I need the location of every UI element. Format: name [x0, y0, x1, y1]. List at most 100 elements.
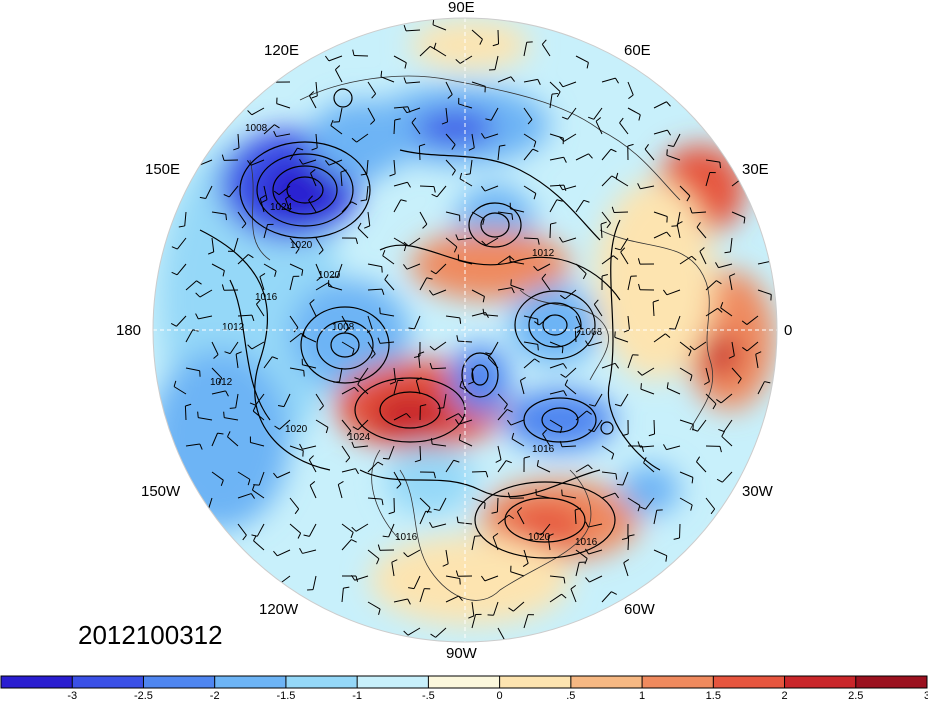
wind-barb: [436, 185, 447, 198]
wind-barb-flag: [593, 299, 599, 305]
wind-barb: [185, 329, 194, 343]
colorbar-tick-label: 1: [639, 690, 645, 702]
wind-barb-flag: [575, 325, 582, 329]
wind-barb: [237, 211, 247, 224]
wind-barb: [411, 122, 421, 135]
wind-barb: [549, 81, 561, 92]
wind-barb: [173, 386, 187, 395]
wind-barb-flag: [272, 356, 279, 360]
wind-barb-flag: [637, 441, 641, 448]
wind-barb-flag: [468, 615, 475, 619]
wind-barb: [366, 185, 369, 200]
wind-barb-flag: [479, 39, 483, 45]
wind-barb-flag: [377, 544, 381, 551]
contour-labels: 1008 1024 1020 1016 1012 1012 1008 1020 …: [210, 123, 603, 548]
wind-barb: [549, 133, 564, 139]
wind-barb-flag: [620, 247, 626, 253]
wind-barb: [445, 81, 453, 95]
wind-barb: [229, 341, 239, 354]
wind-barb: [289, 332, 302, 343]
wind-barb-flag: [414, 459, 421, 463]
wind-barb: [653, 333, 666, 343]
wind-barb: [315, 237, 324, 251]
wind-barb: [497, 287, 512, 291]
wind-barb: [393, 55, 407, 64]
wind-barb: [510, 284, 525, 291]
wind-barb: [407, 549, 421, 558]
wind-barb-flag: [221, 284, 225, 291]
wind-barb-flag: [260, 195, 266, 199]
wind-barb-flag: [511, 213, 514, 220]
wind-barb: [419, 511, 427, 525]
contour-label: 1024: [270, 202, 293, 213]
wind-barb: [471, 133, 475, 148]
wind-barb-flag: [411, 117, 417, 123]
wind-barb: [418, 145, 421, 161]
wind-barb-flag: [637, 258, 641, 265]
wind-barb-flag: [523, 456, 531, 459]
colorbar-swatch: [570, 676, 643, 688]
wind-barb: [445, 315, 460, 319]
wind-barb: [380, 341, 395, 344]
wind-barb-flag: [536, 460, 539, 467]
wind-barb-flag: [559, 236, 564, 243]
wind-barb: [308, 523, 317, 537]
wind-barb-flag: [311, 95, 318, 99]
wind-barb-flag: [606, 222, 611, 229]
wind-barb: [277, 549, 291, 557]
wind-barb: [391, 562, 395, 577]
wind-barb-flag: [422, 223, 428, 229]
wind-barb-flag: [402, 107, 408, 113]
wind-barb: [289, 497, 300, 510]
wind-barb: [494, 55, 499, 70]
wind-barb-flag: [407, 181, 411, 188]
wind-barb: [413, 575, 421, 589]
wind-barb-flag: [256, 299, 261, 305]
wind-barb-flag: [225, 390, 229, 397]
wind-barb-flag: [485, 471, 489, 478]
wind-barb: [575, 410, 588, 421]
wind-barb-flag: [425, 510, 432, 513]
wind-barb: [308, 459, 317, 473]
wind-barb-flag: [277, 405, 285, 408]
wind-barb: [315, 282, 329, 291]
wind-barb-flag: [637, 370, 643, 376]
wind-barb-flag: [403, 77, 407, 84]
wind-barb: [601, 591, 612, 603]
wind-barb: [341, 386, 355, 395]
contour-label: 1008: [332, 322, 355, 333]
wind-barb-flag: [458, 434, 461, 441]
wind-barb-flag: [355, 468, 359, 475]
wind-barb: [565, 367, 577, 378]
wind-barb-flag: [447, 94, 453, 99]
wind-barb: [575, 562, 580, 577]
wind-barb: [471, 497, 486, 504]
wind-barb-flag: [429, 290, 434, 296]
wind-barb-flag: [517, 507, 523, 513]
wind-barb-flag: [537, 344, 539, 351]
wind-barb-flag: [225, 214, 227, 221]
wind-barb-flag: [251, 315, 255, 322]
wind-barb: [199, 289, 213, 298]
wind-barb-flag: [285, 194, 291, 200]
wind-barb: [627, 81, 634, 96]
wind-barb: [338, 107, 343, 122]
date-label: 2012100312: [78, 620, 223, 650]
wind-barb-flag: [454, 419, 460, 425]
wind-barb-flag: [433, 508, 440, 511]
wind-barb-flag: [455, 234, 459, 241]
wind-barb: [315, 81, 318, 96]
wind-barb-flag: [551, 92, 559, 95]
wind-barb-flag: [382, 249, 386, 256]
wind-barb-flag: [615, 77, 619, 84]
wind-barb: [330, 125, 343, 135]
wind-barb: [627, 354, 634, 369]
wind-barb-flag: [482, 308, 485, 315]
wind-barb-flag: [616, 483, 623, 486]
wind-barb-flag: [459, 380, 463, 387]
wind-barb-flag: [248, 254, 254, 259]
wind-barb-flag: [309, 91, 315, 97]
wind-barb: [692, 211, 707, 214]
wind-barb: [211, 367, 223, 379]
wind-barb-flag: [357, 222, 362, 229]
